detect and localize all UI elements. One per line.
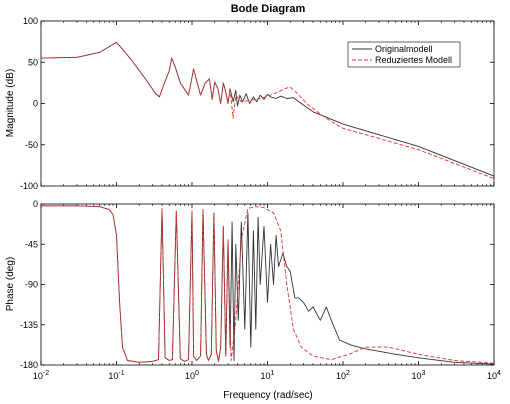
series-reduziertes-modell-line <box>40 41 495 180</box>
y-tick-label: -100 <box>20 181 38 191</box>
phase-plot: 0-45-90-135-180 10-2 10-1 100 101 102 103 104 … <box>5 199 501 381</box>
phase-x-ticks: 10-2 10-1 100 101 102 103 104 <box>33 204 501 381</box>
y-tick-label: -50 <box>25 140 38 150</box>
phase-ylabel: Phase (deg) <box>5 257 16 311</box>
x-tick-label: 10-2 <box>33 370 49 381</box>
magnitude-ylabel: Magnitude (dB) <box>5 69 16 137</box>
y-tick-label: 0 <box>33 199 38 209</box>
magnitude-y-ticks: 100 50 0 -50 -100 <box>20 16 494 191</box>
x-tick-label: 101 <box>261 370 275 381</box>
y-tick-label: -135 <box>20 320 38 330</box>
chart-title: Bode Diagram <box>231 3 306 15</box>
phase-y-ticks: 0 -45 -90 -135 -180 <box>20 199 494 370</box>
x-tick-label: 104 <box>487 370 501 381</box>
series-reduziertes-modell-line <box>41 205 495 364</box>
x-tick-label: 103 <box>412 370 426 381</box>
y-tick-label: 50 <box>28 57 38 67</box>
y-tick-label: 0 <box>33 99 38 109</box>
y-tick-label: 100 <box>23 16 38 26</box>
x-tick-label: 102 <box>336 370 350 381</box>
y-tick-label: -45 <box>25 239 38 249</box>
phase-series <box>41 205 495 365</box>
x-axis-label: Frequency (rad/sec) <box>223 390 312 401</box>
legend-box <box>347 41 461 68</box>
y-tick-label: -90 <box>25 280 38 290</box>
legend: Originalmodell Reduziertes Modell <box>347 41 461 68</box>
magnitude-series <box>40 41 495 180</box>
phase-axes-frame <box>40 203 495 366</box>
magnitude-x-ticks <box>40 21 495 186</box>
x-tick-label: 100 <box>185 370 199 381</box>
legend-label-reduziertes-modell: Reduziertes Modell <box>375 55 452 65</box>
legend-label-originalmodell: Originalmodell <box>375 44 433 54</box>
y-tick-label: -180 <box>20 360 38 370</box>
x-tick-label: 10-1 <box>108 370 124 381</box>
